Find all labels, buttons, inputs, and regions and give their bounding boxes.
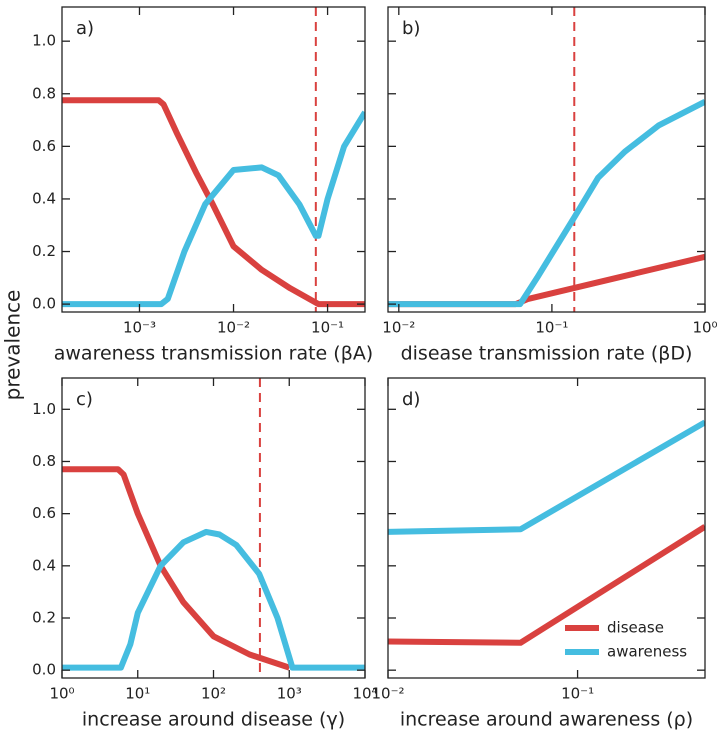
x-tick-label: 10⁰ — [49, 685, 74, 703]
y-tick-label: 0.4 — [32, 189, 56, 207]
panel-label: c) — [76, 389, 93, 410]
x-tick-label: 10⁻¹ — [311, 319, 344, 337]
series-line — [388, 524, 705, 646]
legend-label: disease — [607, 619, 664, 637]
x-tick-label: 10⁻¹ — [561, 685, 594, 703]
y-tick-label: 1.0 — [32, 400, 56, 418]
series-line — [388, 99, 705, 308]
x-axis-label: disease transmission rate (βD) — [401, 343, 693, 365]
panel-label: b) — [402, 18, 420, 39]
x-axis-label: increase around awareness (ρ) — [400, 709, 693, 731]
series-line — [62, 528, 365, 671]
x-tick-label: 10⁻² — [217, 319, 250, 337]
x-tick-label: 10⁻³ — [123, 319, 156, 337]
y-tick-label: 0.4 — [32, 556, 56, 574]
plot-frame — [61, 6, 366, 313]
x-tick-label: 10⁻¹ — [535, 319, 568, 337]
x-tick-label: 10² — [201, 685, 226, 703]
panel-label: d) — [402, 389, 420, 410]
series-line — [388, 419, 705, 535]
x-axis-label: increase around disease (γ) — [82, 709, 345, 731]
plot-frame — [387, 377, 706, 679]
x-tick-label: 10³ — [277, 685, 302, 703]
series-line — [62, 110, 365, 308]
y-tick-label: 0.8 — [32, 452, 56, 470]
x-tick-label: 10¹ — [125, 685, 150, 703]
plot-frame — [387, 6, 706, 313]
panel-label: a) — [76, 18, 94, 39]
y-axis-label: prevalence — [1, 290, 25, 401]
legend-label: awareness — [607, 643, 687, 661]
x-tick-label: 10⁻² — [382, 319, 415, 337]
x-tick-label: 10⁴ — [352, 685, 377, 703]
y-tick-label: 0.2 — [32, 609, 56, 627]
y-tick-label: 0.6 — [32, 504, 56, 522]
x-tick-label: 10⁰ — [692, 319, 717, 337]
x-tick-label: 10⁻² — [371, 685, 404, 703]
y-tick-label: 0.2 — [32, 242, 56, 260]
y-tick-label: 0.0 — [32, 661, 56, 679]
series-line — [62, 97, 365, 308]
y-tick-label: 0.0 — [32, 295, 56, 313]
y-tick-label: 0.6 — [32, 137, 56, 155]
y-tick-label: 1.0 — [32, 32, 56, 50]
y-tick-label: 0.8 — [32, 84, 56, 102]
x-axis-label: awareness transmission rate (βA) — [54, 343, 373, 365]
